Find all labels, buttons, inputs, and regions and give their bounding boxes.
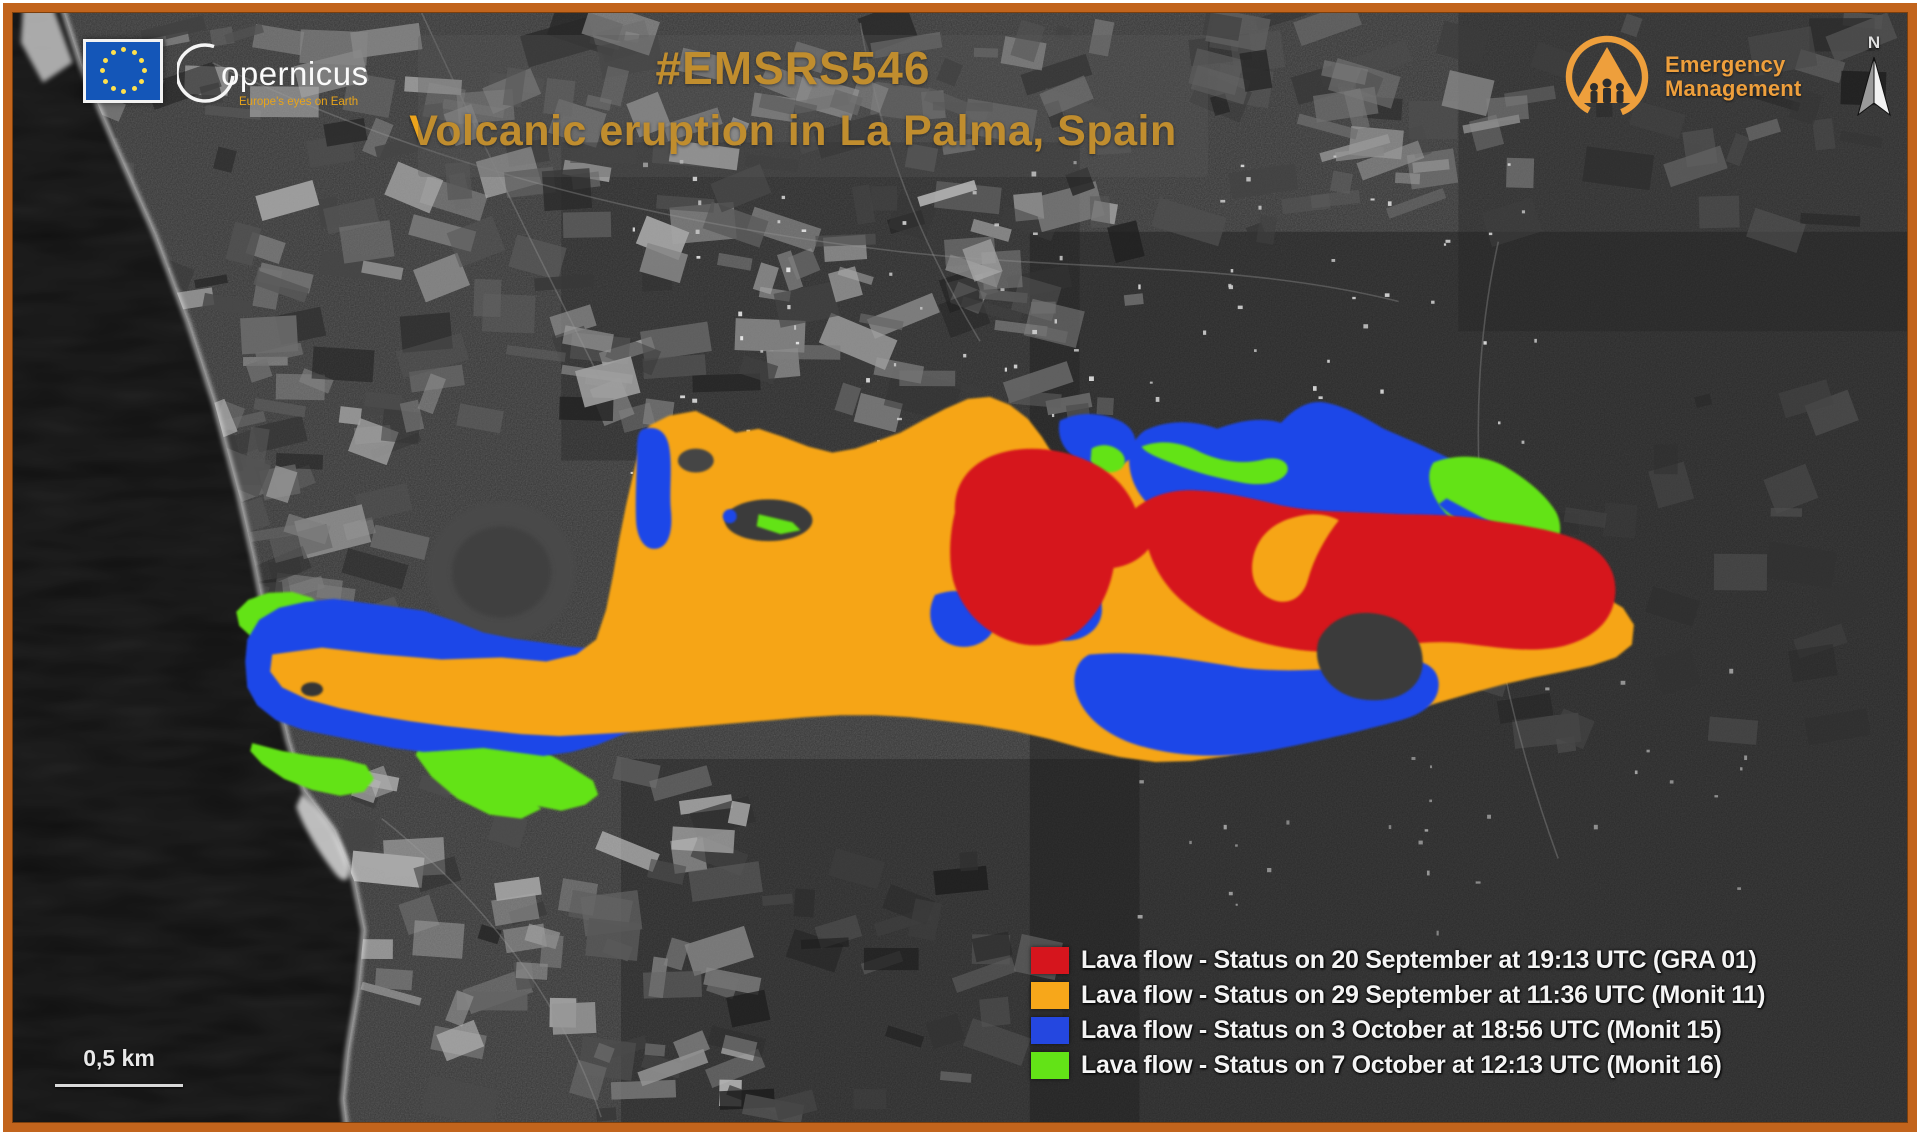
eu-star-icon <box>110 49 116 55</box>
legend-color-swatch <box>1031 1052 1069 1079</box>
legend-color-swatch <box>1031 982 1069 1009</box>
eu-star-icon <box>139 78 145 84</box>
north-arrow-icon <box>1857 56 1891 117</box>
legend-item-label: Lava flow - Status on 7 October at 12:13… <box>1081 1051 1722 1079</box>
legend-item: Lava flow - Status on 3 October at 18:56… <box>1031 1013 1765 1048</box>
eu-star-icon <box>121 47 126 52</box>
scale-bar: 0,5 km <box>55 1045 183 1087</box>
legend-item: Lava flow - Status on 29 September at 11… <box>1031 978 1765 1013</box>
ems-volcano-icon <box>1565 35 1649 119</box>
copernicus-logo: opernicus Europe's eyes on Earth <box>83 39 437 109</box>
legend-item-label: Lava flow - Status on 29 September at 11… <box>1081 981 1766 1009</box>
copernicus-wordmark: opernicus Europe's eyes on Earth <box>177 39 437 109</box>
legend-color-swatch <box>1031 1017 1069 1044</box>
hill-la-laguna <box>427 502 576 642</box>
legend-item: Lava flow - Status on 20 September at 19… <box>1031 943 1765 978</box>
map-title: Volcanic eruption in La Palma, Spain <box>409 107 1177 155</box>
ocean <box>3 3 366 1132</box>
field-patchwork <box>63 3 1898 1128</box>
eu-star-icon <box>121 89 126 94</box>
satellite-map <box>3 3 1917 1132</box>
copernicus-name-text: opernicus <box>221 55 369 92</box>
north-indicator: N <box>1849 33 1899 124</box>
eu-star-icon <box>102 78 108 84</box>
copernicus-c-ring-icon <box>177 43 235 103</box>
kipuka-islands <box>301 448 1423 701</box>
lava-flow-orange-wedge <box>1252 514 1339 602</box>
emergency-management-logo: Emergency Management <box>1561 31 1801 123</box>
copernicus-tagline: Europe's eyes on Earth <box>239 96 358 108</box>
eu-star-icon <box>100 68 105 73</box>
eu-star-icon <box>131 49 137 55</box>
eu-star-icon <box>102 57 108 63</box>
ems-label-line2: Management <box>1665 76 1802 101</box>
eu-star-icon <box>142 68 147 73</box>
ems-label-line1: Emergency <box>1665 52 1786 77</box>
legend-item: Lava flow - Status on 7 October at 12:13… <box>1031 1048 1765 1083</box>
activation-code: #EMSRS546 <box>655 42 931 94</box>
eu-star-icon <box>131 86 137 92</box>
legend-item-label: Lava flow - Status on 20 September at 19… <box>1081 946 1757 974</box>
north-label: N <box>1867 33 1881 52</box>
legend-item-label: Lava flow - Status on 3 October at 18:56… <box>1081 1016 1722 1044</box>
eu-star-icon <box>110 86 116 92</box>
eu-flag-icon <box>83 39 163 103</box>
legend-color-swatch <box>1031 947 1069 974</box>
title-backdrop <box>418 35 1208 177</box>
scale-bar-label: 0,5 km <box>83 1045 155 1071</box>
scale-bar-line <box>55 1084 183 1087</box>
eu-star-icon <box>139 57 145 63</box>
legend: Lava flow - Status on 20 September at 19… <box>1031 943 1765 1083</box>
